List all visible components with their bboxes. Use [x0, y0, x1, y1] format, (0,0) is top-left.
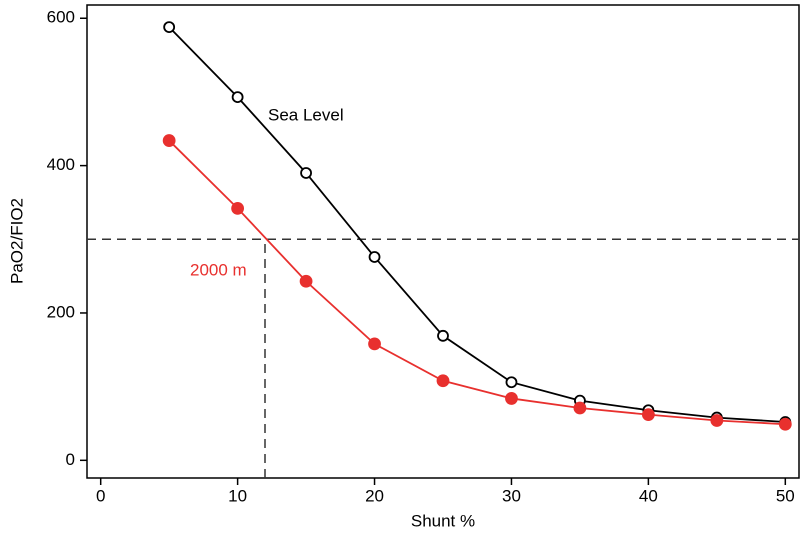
- data-point: [436, 374, 450, 388]
- series-line: [168, 26, 786, 423]
- y-tick-label: 0: [66, 450, 75, 469]
- y-tick-label: 200: [47, 302, 75, 321]
- y-tick-label: 600: [47, 8, 75, 27]
- data-point: [573, 401, 587, 415]
- x-tick-label: 50: [776, 486, 795, 505]
- data-point: [368, 337, 381, 351]
- x-tick-label: 0: [96, 486, 105, 505]
- data-point: [231, 201, 245, 215]
- x-tick-label: 10: [228, 486, 247, 505]
- y-tick-label: 400: [47, 155, 75, 174]
- data-point: [505, 376, 518, 389]
- x-axis-label: Shunt %: [411, 511, 475, 530]
- data-point: [505, 392, 518, 405]
- series-label: Sea Level: [268, 105, 344, 124]
- data-point: [231, 91, 244, 103]
- x-tick-label: 20: [365, 486, 384, 505]
- data-point: [778, 417, 792, 431]
- x-tick-label: 40: [639, 486, 658, 505]
- plot-frame: [86, 4, 800, 479]
- data-point: [368, 251, 381, 263]
- series-label: 2000 m: [190, 260, 247, 279]
- data-point: [641, 408, 655, 422]
- data-point: [162, 134, 176, 147]
- y-axis-label: PaO2/FIO2: [7, 198, 26, 284]
- x-tick-label: 30: [502, 486, 521, 505]
- data-point: [299, 274, 313, 288]
- data-point: [710, 414, 724, 427]
- series-line: [168, 139, 786, 426]
- data-point: [163, 21, 176, 34]
- data-point: [300, 167, 312, 179]
- data-point: [437, 329, 449, 342]
